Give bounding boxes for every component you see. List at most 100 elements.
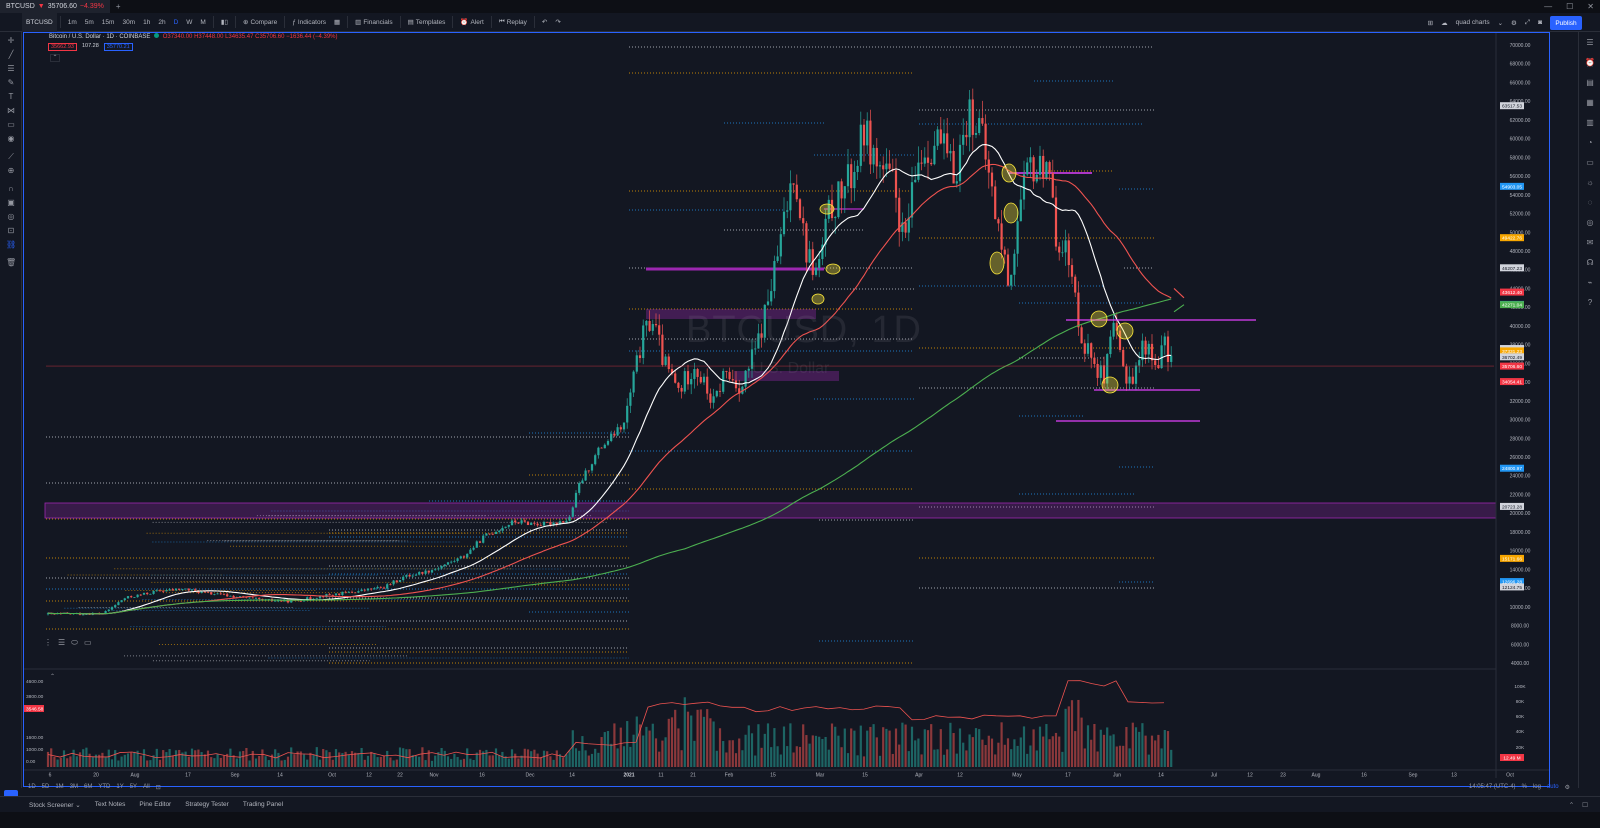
layout-grid-icon[interactable]: ⊞ <box>1427 19 1434 27</box>
chat-icon[interactable]: ✉ <box>1586 238 1594 247</box>
interval-D[interactable]: D <box>173 18 179 26</box>
tab-pine-editor[interactable]: Pine Editor <box>139 801 172 808</box>
eye-icon[interactable]: ◉ <box>7 134 15 143</box>
range-1D[interactable]: 1D <box>28 784 36 790</box>
calendar-icon[interactable]: ▥ <box>1586 118 1594 127</box>
volume-bar <box>1019 737 1022 767</box>
pattern-icon[interactable]: ⋈ <box>7 106 15 115</box>
templates-button[interactable]: ▤ Templates <box>407 18 446 27</box>
minimize-button[interactable]: — <box>1544 2 1553 11</box>
volume-bar <box>178 749 181 767</box>
chart-type-candles-icon[interactable]: ▮▯ <box>220 19 228 26</box>
price-chart[interactable]: 70000.0068000.0066000.0064000.0062000.00… <box>24 33 1549 780</box>
financials-button[interactable]: ▥ Financials <box>355 18 393 27</box>
maximize-panel-icon[interactable]: ☐ <box>1582 801 1588 809</box>
volume-bar <box>981 739 984 767</box>
interval-W[interactable]: W <box>186 18 193 26</box>
interval-1h[interactable]: 1h <box>143 18 151 26</box>
notifications-icon[interactable]: ☊ <box>1586 258 1594 267</box>
percent-toggle[interactable]: % <box>1521 784 1527 790</box>
text-icon[interactable]: T <box>8 92 14 101</box>
gear-icon[interactable]: ⚙ <box>1511 19 1517 27</box>
drag-handle-icon[interactable]: ⋮ <box>44 638 52 647</box>
ideas-icon[interactable]: ◔ <box>1587 138 1593 147</box>
interval-5m[interactable]: 5m <box>84 18 94 26</box>
range-3M[interactable]: 3M <box>69 784 79 790</box>
link-icon[interactable]: ⛓ <box>6 240 17 249</box>
volume-bar <box>821 739 824 767</box>
lightbulb-icon[interactable]: ☼ <box>1586 178 1594 187</box>
lock-drawings-icon[interactable]: ⊡ <box>7 226 15 235</box>
tab-trading-panel[interactable]: Trading Panel <box>242 801 284 808</box>
clock-time[interactable]: 14:05:47 (UTC-4) <box>1468 784 1516 790</box>
trash-icon[interactable]: 🗑 <box>6 258 17 267</box>
alert-button[interactable]: ⏰ Alert <box>460 18 484 27</box>
indicator-templates-icon[interactable]: ▦ <box>334 19 341 26</box>
candle-body <box>315 598 318 600</box>
signal-icon[interactable]: ⌁ <box>1587 278 1593 287</box>
undo-icon[interactable]: ↶ <box>541 19 548 26</box>
tab-stock-screener[interactable]: Stock Screener ⌄ <box>29 801 81 809</box>
lines-icon[interactable]: ☰ <box>58 638 66 647</box>
interval-M[interactable]: M <box>200 18 206 26</box>
chevron-down-icon[interactable]: ⌄ <box>1497 19 1504 27</box>
ruler-icon[interactable]: ▭ <box>7 120 15 129</box>
maximize-button[interactable]: ☐ <box>1566 2 1574 11</box>
rectangle-icon[interactable]: ▭ <box>84 638 92 647</box>
news-icon[interactable]: ▭ <box>1586 158 1594 167</box>
magnet-icon[interactable]: ∩ <box>8 184 14 193</box>
help-icon[interactable]: ? <box>1587 298 1593 307</box>
streams-icon[interactable]: ◌ <box>1587 198 1593 207</box>
layout-name[interactable]: quad charts <box>1455 19 1490 26</box>
collapse-panel-icon[interactable]: ⌃ <box>1568 801 1575 809</box>
auto-toggle[interactable]: auto <box>1546 784 1559 790</box>
range-5Y[interactable]: 5Y <box>129 784 138 790</box>
gear-icon[interactable]: ⚙ <box>1564 784 1570 791</box>
indicators-button[interactable]: ƒ Indicators <box>292 18 326 26</box>
compare-button[interactable]: ⊕ Compare <box>243 18 278 27</box>
tab-text-notes[interactable]: Text Notes <box>94 801 126 808</box>
alerts-icon[interactable]: ⏰ <box>1585 58 1595 67</box>
interval-1m[interactable]: 1m <box>67 18 77 26</box>
range-YTD[interactable]: YTD <box>98 784 111 790</box>
fullscreen-icon[interactable]: ⤢ <box>1524 18 1531 26</box>
new-tab-button[interactable]: + <box>115 2 121 11</box>
chart-tab[interactable]: BTCUSD ▼ 35706.60 −4.39% <box>0 0 110 13</box>
data-window-icon[interactable]: ▤ <box>1586 78 1594 87</box>
range-All[interactable]: All <box>143 784 150 790</box>
range-5D[interactable]: 5D <box>41 784 50 790</box>
watchlist-icon[interactable]: ☰ <box>1586 38 1594 47</box>
range-6M[interactable]: 6M <box>84 784 93 790</box>
publish-button[interactable]: Publish <box>1550 16 1582 30</box>
fib-icon[interactable]: ☰ <box>7 64 15 73</box>
sell-button[interactable]: 35662.93 <box>48 43 77 51</box>
crosshair-icon[interactable]: ✛ <box>7 36 15 45</box>
volume-bar <box>389 757 392 767</box>
ellipse-icon[interactable]: ⬭ <box>71 638 79 647</box>
hide-icon[interactable]: ◎ <box>7 212 15 221</box>
lock-icon[interactable]: ▣ <box>7 198 15 207</box>
hotlist-icon[interactable]: ▦ <box>1586 98 1594 107</box>
volume-pane-toggle-icon[interactable]: ⌃ <box>50 674 56 680</box>
trendline-icon[interactable]: ╱ <box>8 50 14 59</box>
interval-15m[interactable]: 15m <box>101 18 115 26</box>
symbol-search-button[interactable]: BTCUSD <box>22 12 57 32</box>
goto-date-icon[interactable]: ⊡ <box>155 784 161 791</box>
camera-icon[interactable]: ◙ <box>1538 19 1542 26</box>
measure-icon[interactable]: ⟋ <box>8 152 14 161</box>
range-1Y[interactable]: 1Y <box>116 784 124 790</box>
replay-button[interactable]: ⏮ Replay <box>498 18 527 26</box>
redo-icon[interactable]: ↷ <box>555 19 561 26</box>
brush-icon[interactable]: ✎ <box>7 78 15 87</box>
range-1M[interactable]: 1M <box>55 784 64 790</box>
legend-title[interactable]: Bitcoin / U.S. Dollar · 1D · COINBASE <box>49 34 151 40</box>
interval-30m[interactable]: 30m <box>122 18 136 26</box>
log-toggle[interactable]: log <box>1532 784 1541 790</box>
buy-button[interactable]: 35770.21 <box>103 43 133 51</box>
tab-strategy-tester[interactable]: Strategy Tester <box>185 801 229 808</box>
broadcast-icon[interactable]: ◎ <box>1586 218 1594 227</box>
zoom-icon[interactable]: ⊕ <box>7 166 15 175</box>
close-button[interactable]: ✕ <box>1587 2 1594 11</box>
legend-collapse-icon[interactable]: ⌃ <box>50 54 60 62</box>
interval-2h[interactable]: 2h <box>158 18 166 26</box>
